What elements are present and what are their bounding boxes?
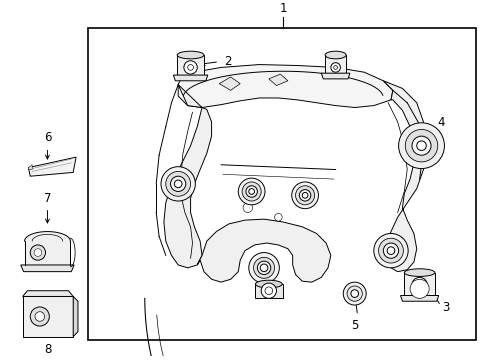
Text: 5: 5 (350, 319, 358, 332)
Circle shape (248, 189, 254, 194)
Circle shape (242, 182, 261, 201)
Text: 8: 8 (43, 343, 51, 356)
Circle shape (350, 290, 358, 297)
Text: 1: 1 (279, 2, 286, 15)
Circle shape (295, 186, 314, 205)
Circle shape (264, 287, 272, 294)
Polygon shape (219, 77, 240, 90)
Polygon shape (28, 157, 76, 176)
Polygon shape (383, 81, 426, 272)
Circle shape (296, 195, 307, 207)
Polygon shape (321, 73, 349, 79)
Circle shape (302, 193, 307, 198)
Circle shape (30, 307, 49, 326)
Circle shape (257, 261, 270, 275)
Circle shape (415, 281, 423, 289)
Circle shape (187, 64, 193, 70)
Polygon shape (177, 55, 203, 75)
Circle shape (386, 247, 394, 255)
Circle shape (253, 257, 274, 278)
Polygon shape (20, 265, 74, 272)
Circle shape (183, 61, 197, 74)
Circle shape (291, 182, 318, 209)
Circle shape (411, 277, 427, 293)
Circle shape (260, 264, 267, 272)
Polygon shape (178, 64, 392, 108)
Ellipse shape (325, 51, 346, 59)
Text: 7: 7 (43, 192, 51, 205)
Polygon shape (254, 284, 283, 298)
Circle shape (248, 253, 279, 283)
Circle shape (299, 190, 310, 201)
Text: 3: 3 (442, 301, 449, 314)
Polygon shape (325, 55, 346, 73)
Circle shape (34, 249, 41, 256)
Circle shape (30, 245, 45, 260)
Circle shape (405, 130, 437, 162)
Circle shape (165, 171, 190, 196)
Circle shape (330, 63, 340, 72)
Text: 2: 2 (224, 55, 231, 68)
Text: 6: 6 (43, 131, 51, 144)
Circle shape (170, 176, 185, 192)
Circle shape (378, 238, 403, 263)
Circle shape (333, 66, 337, 69)
Circle shape (174, 180, 182, 188)
Circle shape (398, 123, 444, 168)
Circle shape (416, 141, 426, 150)
Polygon shape (400, 296, 438, 301)
Text: 4: 4 (437, 116, 445, 129)
Circle shape (411, 136, 430, 155)
Circle shape (245, 186, 257, 197)
Polygon shape (173, 75, 207, 81)
Ellipse shape (255, 280, 282, 288)
Circle shape (243, 189, 252, 198)
Circle shape (346, 286, 362, 301)
Polygon shape (197, 219, 330, 282)
Circle shape (261, 283, 276, 298)
Circle shape (373, 234, 407, 268)
Ellipse shape (404, 269, 434, 276)
Circle shape (35, 312, 44, 321)
Polygon shape (268, 74, 287, 86)
Circle shape (238, 178, 264, 205)
Polygon shape (73, 296, 78, 337)
Circle shape (274, 213, 282, 221)
Polygon shape (404, 273, 434, 296)
Polygon shape (163, 85, 211, 268)
Polygon shape (28, 165, 32, 170)
Polygon shape (22, 291, 73, 296)
Ellipse shape (177, 51, 203, 59)
Circle shape (161, 167, 195, 201)
Circle shape (243, 203, 252, 212)
Polygon shape (24, 241, 70, 265)
Circle shape (343, 282, 366, 305)
Bar (88, 28, 475, 340)
Circle shape (383, 243, 398, 258)
Polygon shape (22, 296, 73, 337)
Circle shape (409, 279, 428, 298)
